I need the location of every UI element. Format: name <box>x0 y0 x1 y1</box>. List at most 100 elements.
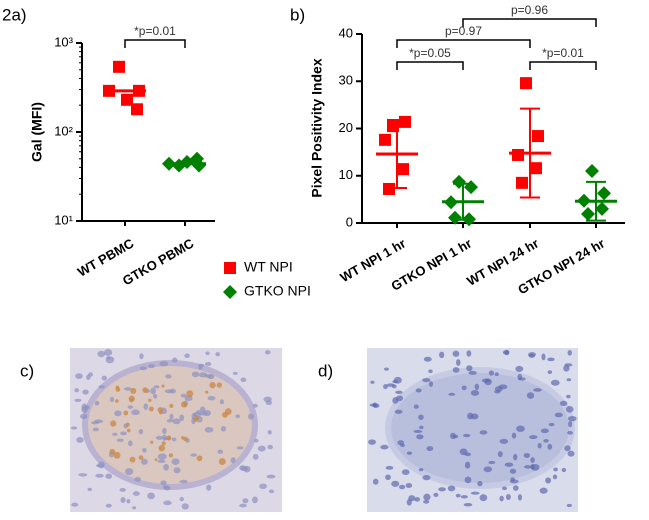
nucleus <box>547 357 555 362</box>
nucleus <box>438 487 446 492</box>
significance-label: p=0.97 <box>445 24 482 38</box>
nucleus <box>128 440 133 447</box>
nucleus <box>259 483 267 490</box>
nucleus <box>180 393 187 398</box>
stain <box>115 399 119 403</box>
nucleus <box>566 394 571 399</box>
nucleus <box>368 439 376 445</box>
nucleus <box>116 438 124 442</box>
stain <box>158 444 165 452</box>
nucleus <box>479 430 488 435</box>
stain <box>216 382 223 388</box>
nucleus <box>512 485 519 491</box>
nucleus <box>370 380 375 384</box>
nucleus <box>267 429 272 435</box>
nucleus <box>550 379 560 386</box>
nucleus <box>511 432 517 439</box>
nucleus <box>539 487 548 494</box>
nucleus <box>239 503 247 508</box>
nucleus <box>466 350 472 357</box>
nucleus <box>545 477 552 484</box>
nucleus <box>477 480 483 487</box>
nucleus <box>150 387 156 395</box>
nucleus <box>567 430 573 435</box>
nucleus <box>101 375 107 381</box>
nucleus <box>463 503 473 507</box>
nucleus <box>561 467 567 473</box>
nucleus <box>74 388 80 393</box>
panel-label: b) <box>290 5 305 24</box>
nucleus <box>179 496 184 502</box>
legend-label: GTKO NPI <box>244 283 311 299</box>
nucleus <box>162 427 167 435</box>
y-tick-label: 30 <box>339 73 353 88</box>
nucleus <box>268 489 275 494</box>
nucleus <box>179 479 188 484</box>
nucleus <box>559 400 568 407</box>
data-point <box>532 130 544 143</box>
panel-label: c) <box>20 361 34 380</box>
nucleus <box>263 396 272 403</box>
nucleus <box>479 494 488 502</box>
nucleus <box>459 448 468 456</box>
nucleus <box>166 418 173 423</box>
y-axis-label: Pixel Positivity Index <box>309 58 325 197</box>
nucleus <box>148 364 155 369</box>
islet-unstained <box>385 367 575 489</box>
stain <box>113 451 121 459</box>
nucleus <box>414 497 421 502</box>
nucleus <box>120 497 126 503</box>
nucleus <box>265 350 271 355</box>
nucleus <box>171 458 180 465</box>
nucleus <box>143 403 148 410</box>
nucleus <box>498 384 508 390</box>
stain <box>138 455 144 460</box>
stain <box>154 458 158 462</box>
nucleus <box>160 480 167 486</box>
nucleus <box>235 414 240 419</box>
data-point <box>399 115 411 128</box>
nucleus <box>153 385 160 389</box>
nucleus <box>165 374 172 379</box>
stain <box>169 403 174 408</box>
nucleus <box>106 356 111 360</box>
nucleus <box>87 487 92 492</box>
significance-bracket <box>529 61 597 70</box>
nucleus <box>391 480 400 487</box>
nucleus <box>497 451 503 458</box>
nucleus <box>219 399 224 405</box>
nucleus <box>564 445 571 452</box>
significance-label: *p=0.01 <box>134 24 176 38</box>
nucleus <box>172 418 181 425</box>
nucleus <box>543 439 549 443</box>
nucleus <box>413 429 423 433</box>
nucleus <box>199 412 208 416</box>
data-point <box>585 164 599 179</box>
nucleus <box>207 395 216 401</box>
data-point <box>516 176 528 189</box>
data-point <box>597 186 611 201</box>
nucleus <box>464 476 472 484</box>
nucleus <box>184 353 190 358</box>
nucleus <box>393 376 402 384</box>
stain <box>148 406 154 412</box>
nucleus <box>392 384 397 389</box>
nucleus <box>199 406 206 414</box>
nucleus <box>462 433 471 438</box>
nucleus <box>169 413 174 420</box>
nucleus <box>423 356 432 362</box>
nucleus <box>422 378 431 383</box>
data-point <box>581 207 595 222</box>
data-point <box>224 262 236 274</box>
significance-label: *p=0.01 <box>542 46 584 60</box>
nucleus <box>501 486 508 491</box>
nucleus <box>252 453 259 460</box>
significance-label: p=0.96 <box>511 3 548 17</box>
stain <box>115 387 121 392</box>
nucleus <box>422 475 431 481</box>
nucleus <box>132 491 140 496</box>
nucleus <box>563 365 570 372</box>
nucleus <box>240 465 249 472</box>
nucleus <box>248 413 254 420</box>
